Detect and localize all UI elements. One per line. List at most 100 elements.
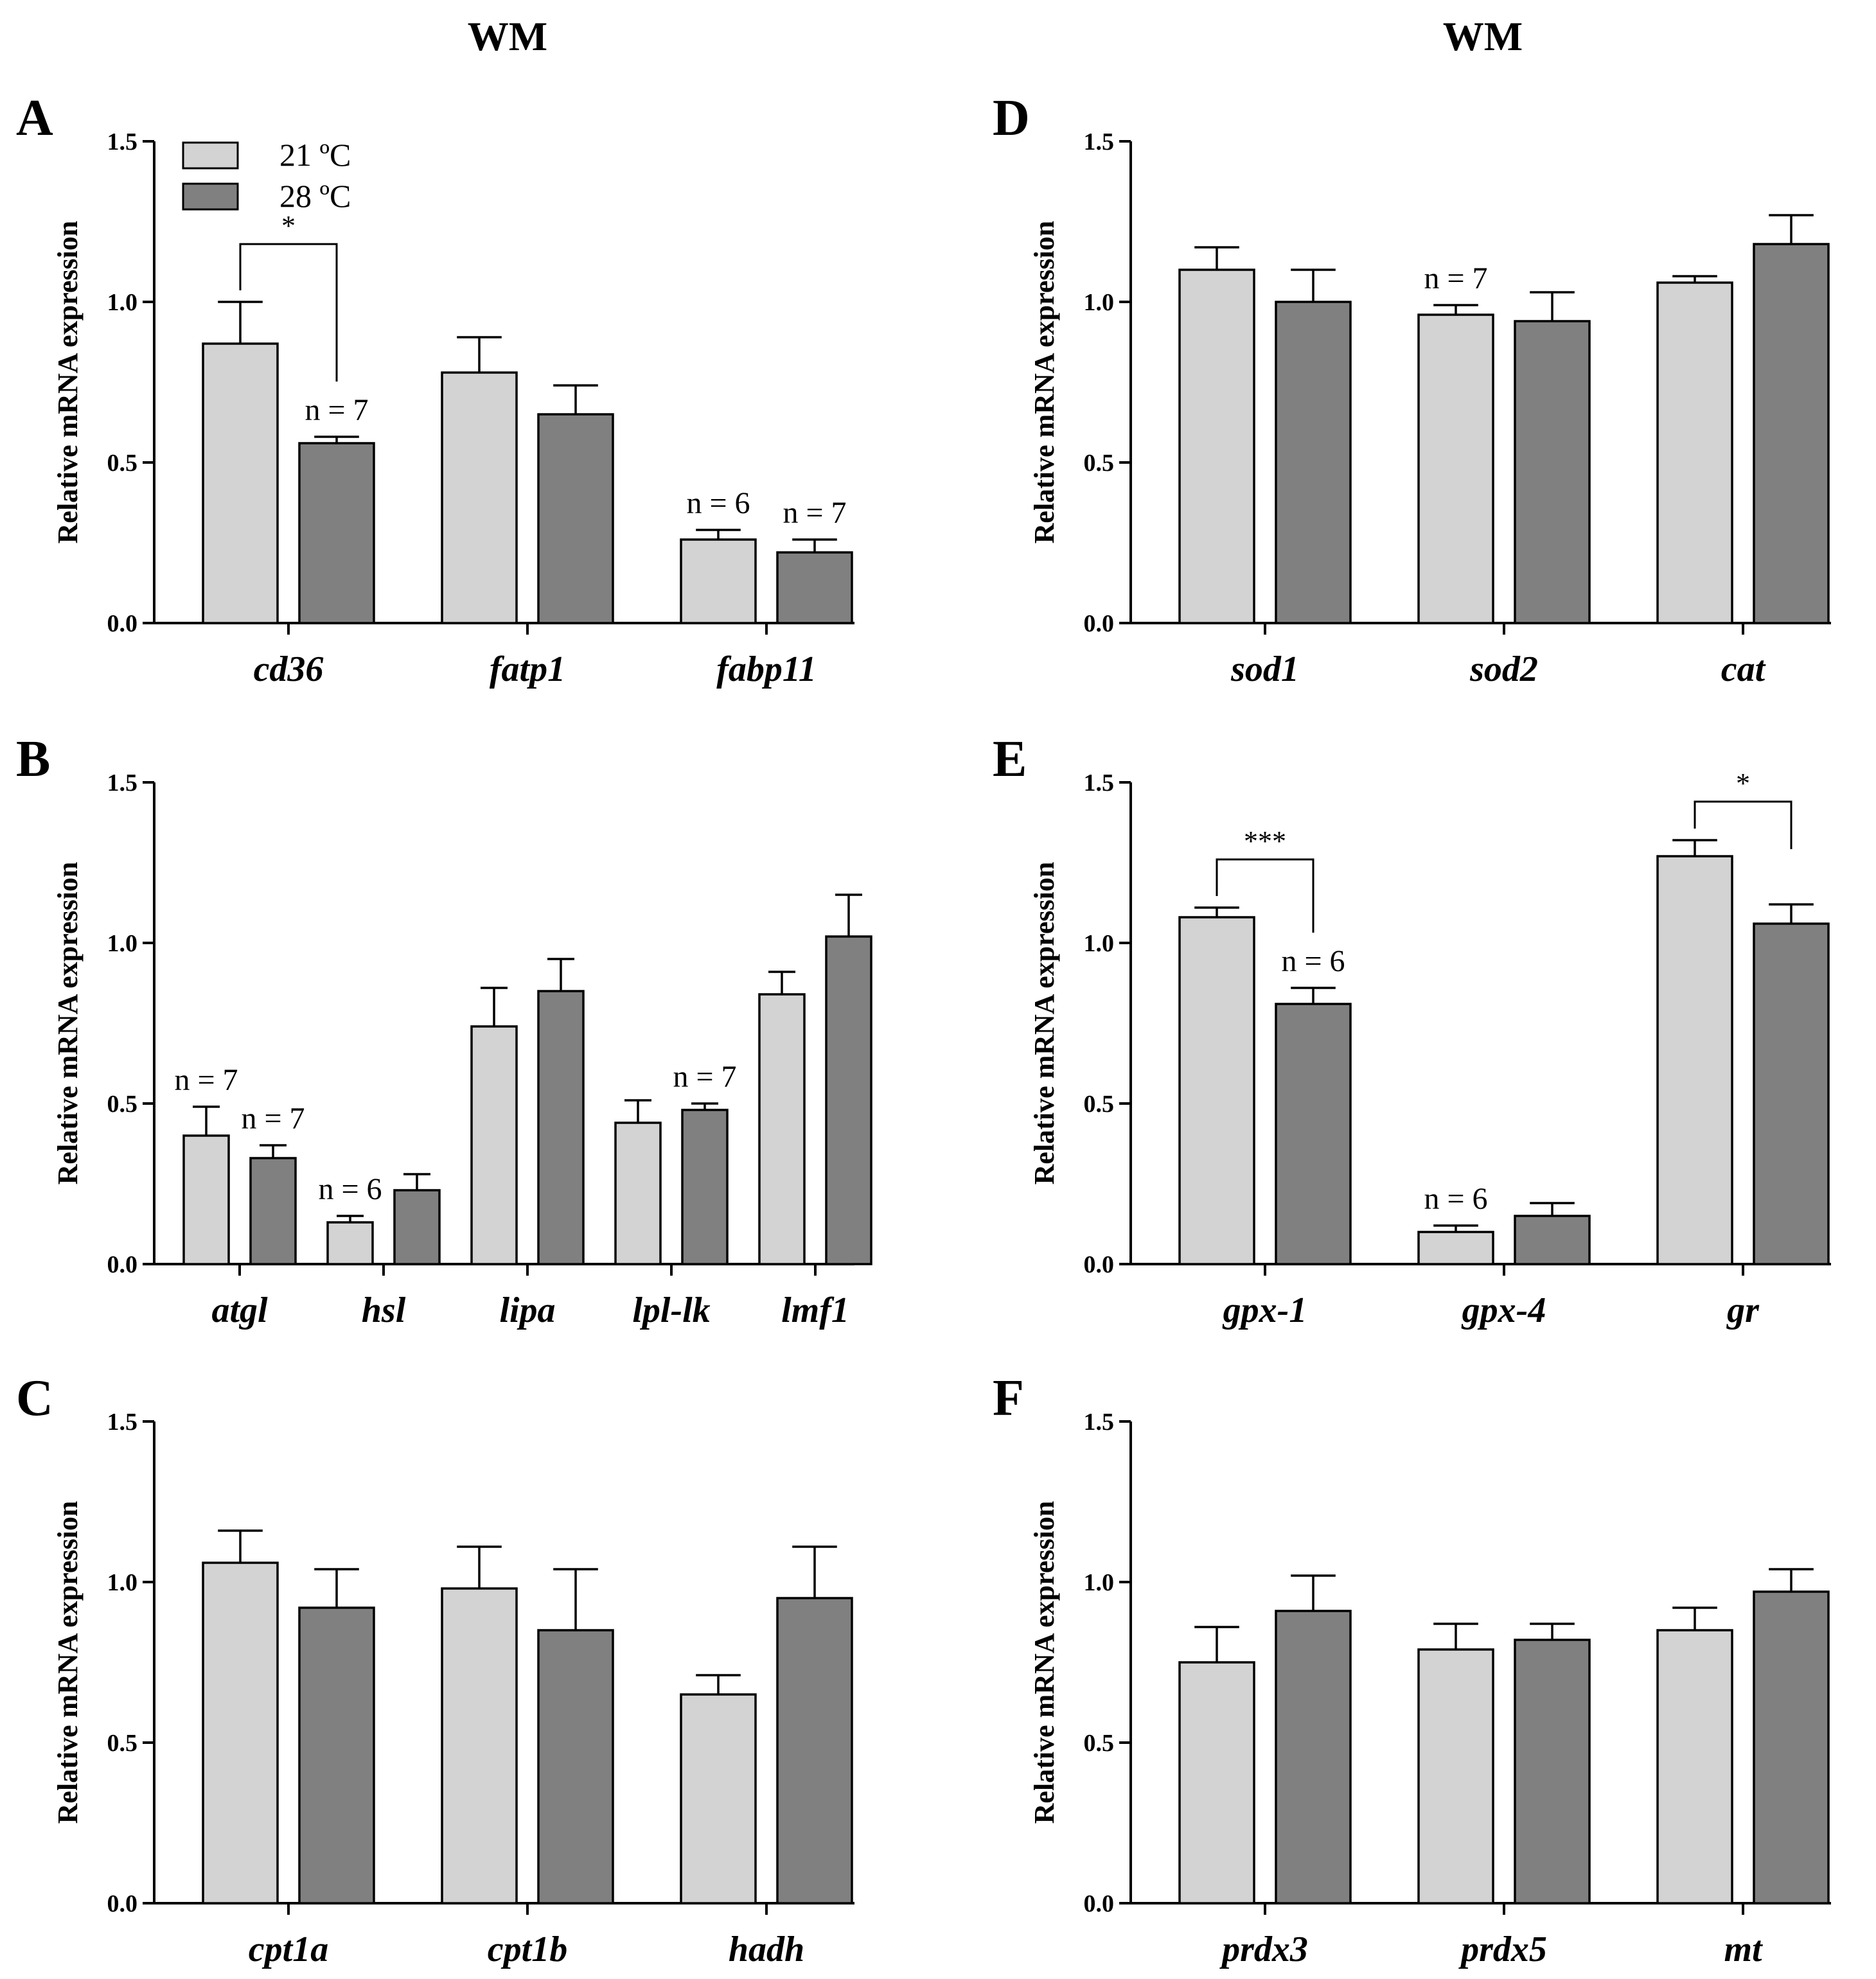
- y-tick-label: 1.5: [1084, 770, 1115, 796]
- bar-atgl-21c: [182, 1134, 230, 1265]
- y-tick-label: 1.5: [107, 1409, 138, 1436]
- bar-mt-28c: [1753, 1590, 1830, 1904]
- category-label-lmf1: lmf1: [781, 1290, 849, 1330]
- y-tick-label: 0.5: [107, 1091, 138, 1118]
- bar-gpx-1-28c: [1275, 1003, 1352, 1265]
- category-label-gpx-1: gpx-1: [1222, 1290, 1307, 1330]
- sample-size-label: n = 7: [673, 1060, 736, 1094]
- significance-bracket: [1216, 858, 1314, 933]
- panels-container: A Relative mRNA expression 0.0 0.5 1.0 1.5 cd3…: [16, 90, 1831, 1969]
- significance-marker: ***: [1244, 825, 1286, 857]
- y-tick-label: 1.5: [107, 770, 138, 796]
- category-label-cpt1b: cpt1b: [488, 1930, 567, 1969]
- category-label-mt: mt: [1724, 1930, 1763, 1969]
- category-label-hsl: hsl: [362, 1290, 406, 1330]
- category-label-cat: cat: [1721, 649, 1766, 689]
- bar-sod1-21c: [1178, 268, 1255, 624]
- bar-fatp1-28c: [537, 413, 614, 624]
- category-label-gr: gr: [1726, 1290, 1760, 1330]
- sample-size-label: n = 7: [1424, 261, 1487, 295]
- category-label-gpx-4: gpx-4: [1461, 1290, 1546, 1330]
- significance-bracket: [1694, 800, 1792, 849]
- panel-c: C Relative mRNA expression 0.0 0.5 1.0 1.5 cpt…: [16, 1370, 854, 1969]
- bar-fabp11-21c: [680, 538, 757, 624]
- sample-size-label: n = 6: [1424, 1182, 1487, 1216]
- sample-size-label: n = 6: [318, 1172, 382, 1206]
- y-tick-label: 1.0: [1084, 930, 1115, 957]
- bar-prdx3-28c: [1275, 1610, 1352, 1904]
- column-title-right: WM: [1443, 13, 1523, 59]
- bar-lmf1-28c: [825, 935, 872, 1265]
- bar-hadh-28c: [776, 1597, 853, 1904]
- category-label-hadh: hadh: [729, 1930, 804, 1969]
- bar-hsl-28c: [393, 1189, 441, 1265]
- panel-d: D Relative mRNA expression 0.0 0.5 1.0 1.5 sod…: [993, 90, 1831, 689]
- bar-gpx-4-21c: [1417, 1231, 1494, 1265]
- panel-letter: C: [16, 1370, 53, 1427]
- category-label-prdx5: prdx5: [1458, 1930, 1547, 1969]
- column-title-left: WM: [468, 13, 547, 59]
- bar-mt-21c: [1656, 1629, 1733, 1904]
- bar-hadh-21c: [680, 1693, 757, 1904]
- category-label-cd36: cd36: [254, 649, 324, 689]
- bar-cpt1a-21c: [202, 1561, 279, 1904]
- y-tick-label: 1.0: [107, 289, 138, 316]
- legend-label: 21 ºC: [279, 137, 351, 173]
- bar-gr-21c: [1656, 855, 1733, 1265]
- legend-label: 28 ºC: [279, 178, 351, 214]
- sample-size-label: n = 6: [1281, 944, 1345, 978]
- y-tick-label: 0.0: [1084, 1890, 1115, 1917]
- significance-marker: *: [281, 210, 296, 242]
- category-label-atgl: atgl: [211, 1290, 268, 1330]
- sample-size-label: n = 7: [783, 496, 846, 530]
- bar-sod2-28c: [1514, 320, 1591, 624]
- significance-marker: *: [1736, 768, 1750, 799]
- bar-lpl-lk-21c: [614, 1121, 662, 1265]
- bar-gpx-4-28c: [1514, 1215, 1591, 1265]
- y-tick-label: 1.5: [107, 128, 138, 155]
- bar-sod1-28c: [1275, 301, 1352, 624]
- y-tick-label: 0.0: [107, 1890, 138, 1917]
- sample-size-label: n = 6: [686, 486, 750, 520]
- y-tick-label: 0.0: [1084, 610, 1115, 637]
- y-axis-label: Relative mRNA expression: [52, 221, 84, 544]
- legend-swatch-21c: [182, 141, 239, 170]
- y-tick-label: 0.5: [107, 450, 138, 477]
- panel-f: F Relative mRNA expression 0.0 0.5 1.0 1.5 prd…: [993, 1370, 1831, 1969]
- y-tick-label: 1.0: [107, 1569, 138, 1596]
- panel-letter: F: [993, 1370, 1024, 1427]
- bar-lipa-28c: [537, 990, 585, 1265]
- y-tick-label: 0.0: [107, 610, 138, 637]
- bar-gpx-1-21c: [1178, 916, 1255, 1265]
- bar-cat-21c: [1656, 281, 1733, 624]
- panel-letter: B: [16, 731, 50, 787]
- bar-lmf1-21c: [758, 993, 806, 1265]
- sample-size-label: n = 7: [174, 1063, 238, 1097]
- y-tick-label: 1.0: [107, 930, 138, 957]
- y-tick-label: 0.0: [1084, 1251, 1115, 1278]
- y-tick-label: 1.0: [1084, 1569, 1115, 1596]
- category-label-cpt1a: cpt1a: [249, 1930, 328, 1969]
- y-axis-label: Relative mRNA expression: [1029, 862, 1060, 1185]
- sample-size-label: n = 7: [241, 1102, 305, 1136]
- category-label-sod1: sod1: [1230, 649, 1299, 689]
- panel-a: A Relative mRNA expression 0.0 0.5 1.0 1.5 cd3…: [16, 90, 854, 689]
- legend-swatch-28c: [182, 182, 239, 211]
- bar-fabp11-28c: [776, 551, 853, 624]
- y-tick-label: 1.5: [1084, 1409, 1115, 1436]
- bar-cpt1a-28c: [298, 1606, 375, 1904]
- bar-lipa-21c: [470, 1025, 518, 1265]
- significance-bracket: [239, 243, 338, 382]
- y-tick-label: 0.5: [1084, 1730, 1115, 1757]
- bar-sod2-21c: [1417, 313, 1494, 624]
- bar-cpt1b-28c: [537, 1629, 614, 1904]
- bar-cd36-28c: [298, 442, 375, 624]
- y-axis-label: Relative mRNA expression: [52, 1501, 84, 1824]
- panel-letter: A: [16, 90, 53, 146]
- bar-cd36-21c: [202, 342, 279, 624]
- bar-prdx5-28c: [1514, 1639, 1591, 1904]
- y-tick-label: 0.5: [1084, 450, 1115, 477]
- panel-e: E Relative mRNA expression 0.0 0.5 1.0 1.5 gpx…: [993, 731, 1831, 1330]
- y-axis-label: Relative mRNA expression: [1029, 1501, 1060, 1824]
